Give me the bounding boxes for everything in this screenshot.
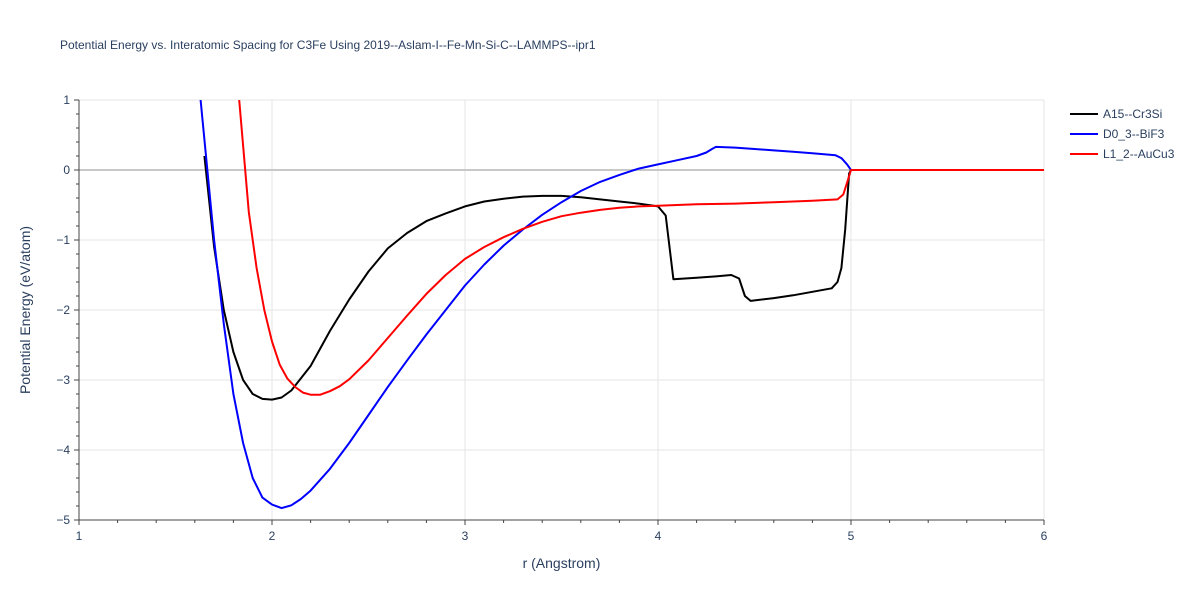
series-layer — [199, 100, 1044, 510]
legend[interactable]: A15--Cr3Si D0_3--BiF3 L1_2--AuCu3 — [1070, 107, 1175, 161]
series-line-A15--Cr3Si[interactable] — [203, 155, 1044, 401]
series-line-L1_2--AuCu3[interactable] — [238, 100, 1044, 396]
tick-label-layer: 1 2 3 4 5 6 1 0 −1 −2 −3 −4 −5 — [56, 93, 1047, 543]
x-tick-label: 1 — [76, 529, 83, 543]
x-tick-label: 4 — [655, 529, 662, 543]
x-tick-label: 6 — [1041, 529, 1048, 543]
y-tick-label: −1 — [56, 233, 70, 247]
legend-item[interactable]: A15--Cr3Si — [1070, 107, 1162, 121]
y-tick-label: 0 — [63, 163, 70, 177]
y-tick-label: −2 — [56, 303, 70, 317]
y-tick-label: −5 — [56, 513, 70, 527]
series-line-D0_3--BiF3[interactable] — [199, 100, 1044, 510]
y-tick-label: −3 — [56, 373, 70, 387]
legend-item[interactable]: L1_2--AuCu3 — [1070, 147, 1175, 161]
x-tick-label: 3 — [462, 529, 469, 543]
axis-layer — [74, 99, 1045, 525]
legend-label: L1_2--AuCu3 — [1103, 147, 1175, 161]
x-tick-label: 5 — [848, 529, 855, 543]
chart-title: Potential Energy vs. Interatomic Spacing… — [60, 38, 596, 52]
legend-item[interactable]: D0_3--BiF3 — [1070, 127, 1165, 141]
y-axis-title: Potential Energy (eV/atom) — [17, 226, 33, 394]
y-tick-label: −4 — [56, 443, 70, 457]
y-tick-label: 1 — [63, 93, 70, 107]
legend-label: A15--Cr3Si — [1103, 107, 1162, 121]
x-tick-label: 2 — [269, 529, 276, 543]
legend-label: D0_3--BiF3 — [1103, 127, 1165, 141]
x-axis-title: r (Angstrom) — [523, 555, 601, 571]
